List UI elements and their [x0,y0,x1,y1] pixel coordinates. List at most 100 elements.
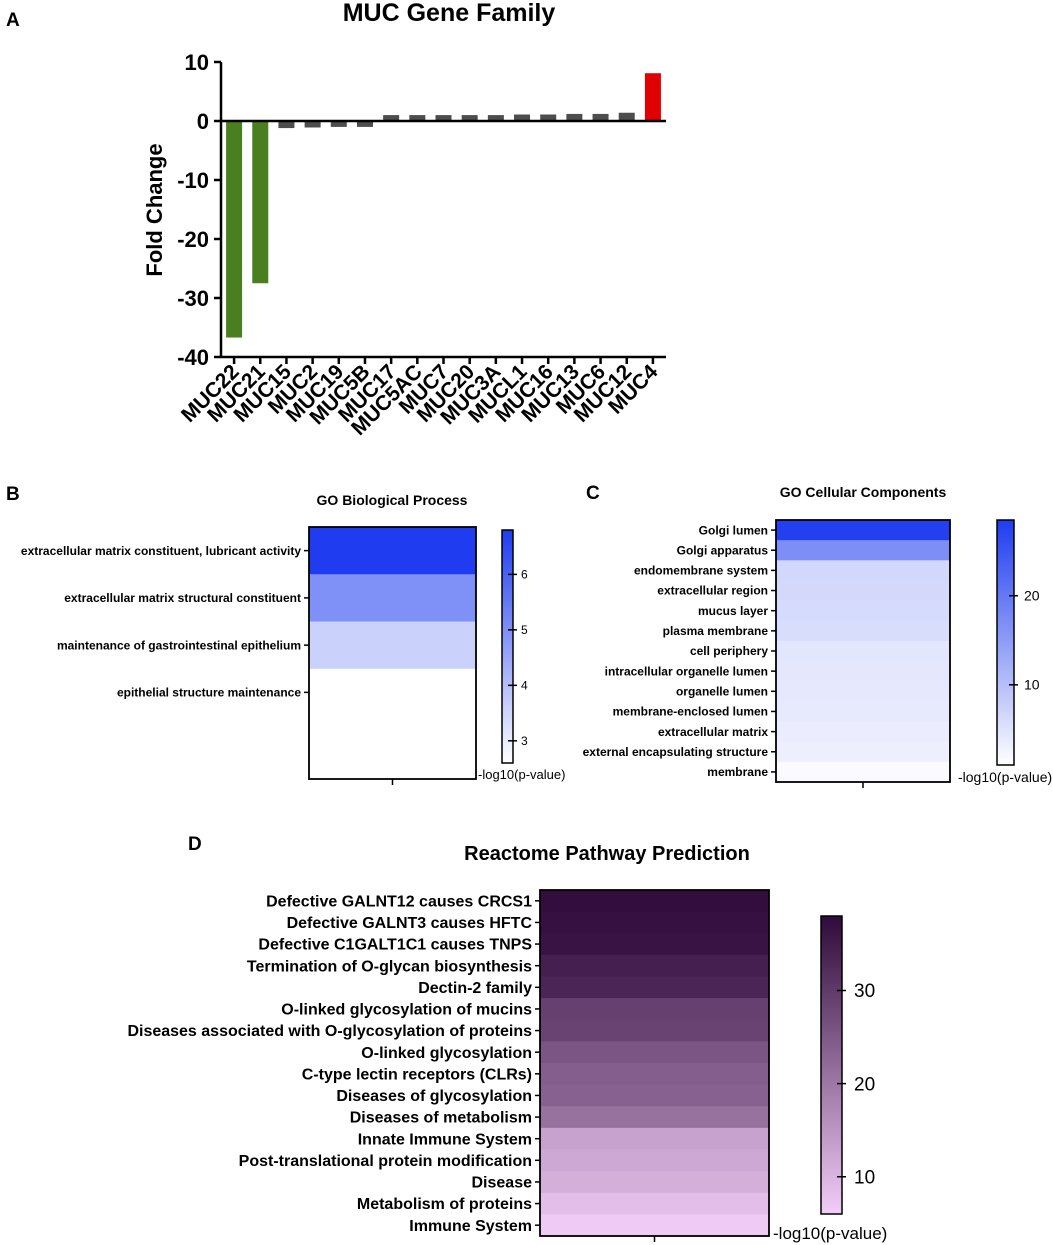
color-scale-bar [501,529,514,764]
heatmap-cell [540,1149,769,1172]
y-tick-label: -40 [177,345,209,370]
row-label: mucus layer [698,604,768,618]
chart-c-title: GO Cellular Components [780,484,947,500]
heatmap-cell [309,621,476,670]
bar-muc7 [435,115,452,121]
row-label: membrane [707,765,768,779]
heatmap-cell [540,1127,769,1150]
row-label: Dectin-2 family [418,980,532,997]
row-label: extracellular region [657,584,768,598]
row-label: extracellular matrix [658,725,768,739]
heatmap-cell [540,1063,769,1086]
scale-tick-label: 3 [521,734,528,748]
row-label: extracellular matrix structural constitu… [64,591,301,605]
scale-tick-label: 5 [521,623,528,637]
heatmap-cell [540,1019,769,1042]
heatmap-cell [776,701,950,723]
chart-a-title: MUC Gene Family [343,0,556,27]
row-label: endomembrane system [634,564,768,578]
row-label: plasma membrane [663,624,769,638]
heatmap-cell [540,1214,769,1237]
scale-tick-label: 20 [854,1074,875,1095]
panel-label-b: B [6,484,20,505]
heatmap-cell [776,761,950,783]
heatmap-cell [776,540,950,561]
bar-muc19 [330,121,347,127]
row-label: C-type lectin receptors (CLRs) [302,1066,532,1083]
heatmap-cell [776,681,950,702]
heatmap-cell [776,580,950,602]
heatmap-cell [776,640,950,662]
bar-muc16 [540,114,557,121]
chart-a-ylabel: Fold Change [142,143,167,276]
bar-muc12 [618,112,635,121]
row-label: Post-translational protein modification [239,1153,532,1170]
scale-tick-label: 20 [1024,588,1040,604]
go-biological-process-heatmap: GO Biological Process extracellular matr… [21,492,565,785]
row-label: Golgi apparatus [677,543,769,557]
bar-muc15 [278,121,295,129]
heatmap-cell [309,668,476,717]
scale-tick-label: 30 [854,981,875,1002]
row-label: Diseases of metabolism [350,1110,532,1127]
y-tick-label: -30 [177,286,209,311]
heatmap-cell [776,520,950,541]
row-label: Termination of O-glycan biosynthesis [247,958,532,975]
heatmap-cell [776,721,950,743]
row-label: Diseases associated with O-glycosylation… [127,1023,532,1040]
row-label: Diseases of glycosylation [336,1088,532,1105]
heatmap-cell [776,741,950,763]
panel-label-c: C [586,483,600,504]
bar-muc22 [226,121,243,338]
bar-muc21 [252,121,269,284]
color-scale-bar [996,519,1015,766]
panel-label-a: A [6,10,20,31]
row-label: cell periphery [690,644,768,658]
row-label: extracellular matrix constituent, lubric… [21,544,301,558]
scale-tick-label: 10 [854,1167,875,1188]
heatmap-cell [776,600,950,622]
heatmap-cell [309,574,476,622]
heatmap-cell [540,1106,769,1129]
row-label: epithelial structure maintenance [117,686,301,700]
bar-muc4 [644,73,661,121]
heatmap-cell [540,1084,769,1107]
heatmap-cell [309,527,476,575]
bar-muc3a [487,115,504,121]
scale-tick-label: 4 [521,679,528,693]
row-label: Immune System [409,1218,532,1235]
scale-tick-label: 10 [1024,677,1040,693]
row-label: Golgi lumen [699,523,768,537]
bar-muc13 [566,113,583,121]
heatmap-cell [540,1192,769,1215]
heatmap-cell [540,1041,769,1064]
heatmap-cell [776,560,950,581]
row-label: Defective GALNT3 causes HFTC [287,915,533,932]
bar-muc20 [461,115,478,121]
y-tick-label: -10 [177,168,209,193]
scale-tick-label: 6 [521,568,528,582]
bar-muc5ac [409,115,426,121]
bar-muc17 [383,115,400,121]
row-label: Disease [472,1175,533,1192]
scale-title: -log10(p-value) [773,1224,887,1243]
bar-muc5b [356,121,373,127]
heatmap-cell [540,998,769,1021]
muc-fold-change-chart: MUC Gene Family Fold Change 10 0 -10 -20 -30… [142,0,666,440]
bar-muc6 [592,113,609,121]
chart-d-title: Reactome Pathway Prediction [464,843,750,865]
row-label: O-linked glycosylation of mucins [281,1002,532,1019]
bar-muc2 [304,121,321,128]
heatmap-cell [776,661,950,682]
heatmap-cell [540,1171,769,1194]
row-label: Metabolism of proteins [357,1196,532,1213]
heatmap-cell [540,890,769,913]
row-label: maintenance of gastrointestinal epitheli… [57,638,301,652]
scale-title: -log10(p-value) [958,769,1052,785]
go-cellular-components-heatmap: GO Cellular Components Golgi lumen Golgi … [583,484,1052,788]
row-label: Defective GALNT12 causes CRCS1 [266,893,532,910]
heatmap-cell [540,933,769,956]
reactome-pathway-heatmap: Reactome Pathway Prediction Defective GA… [127,843,887,1243]
row-label: external encapsulating structure [583,745,769,759]
